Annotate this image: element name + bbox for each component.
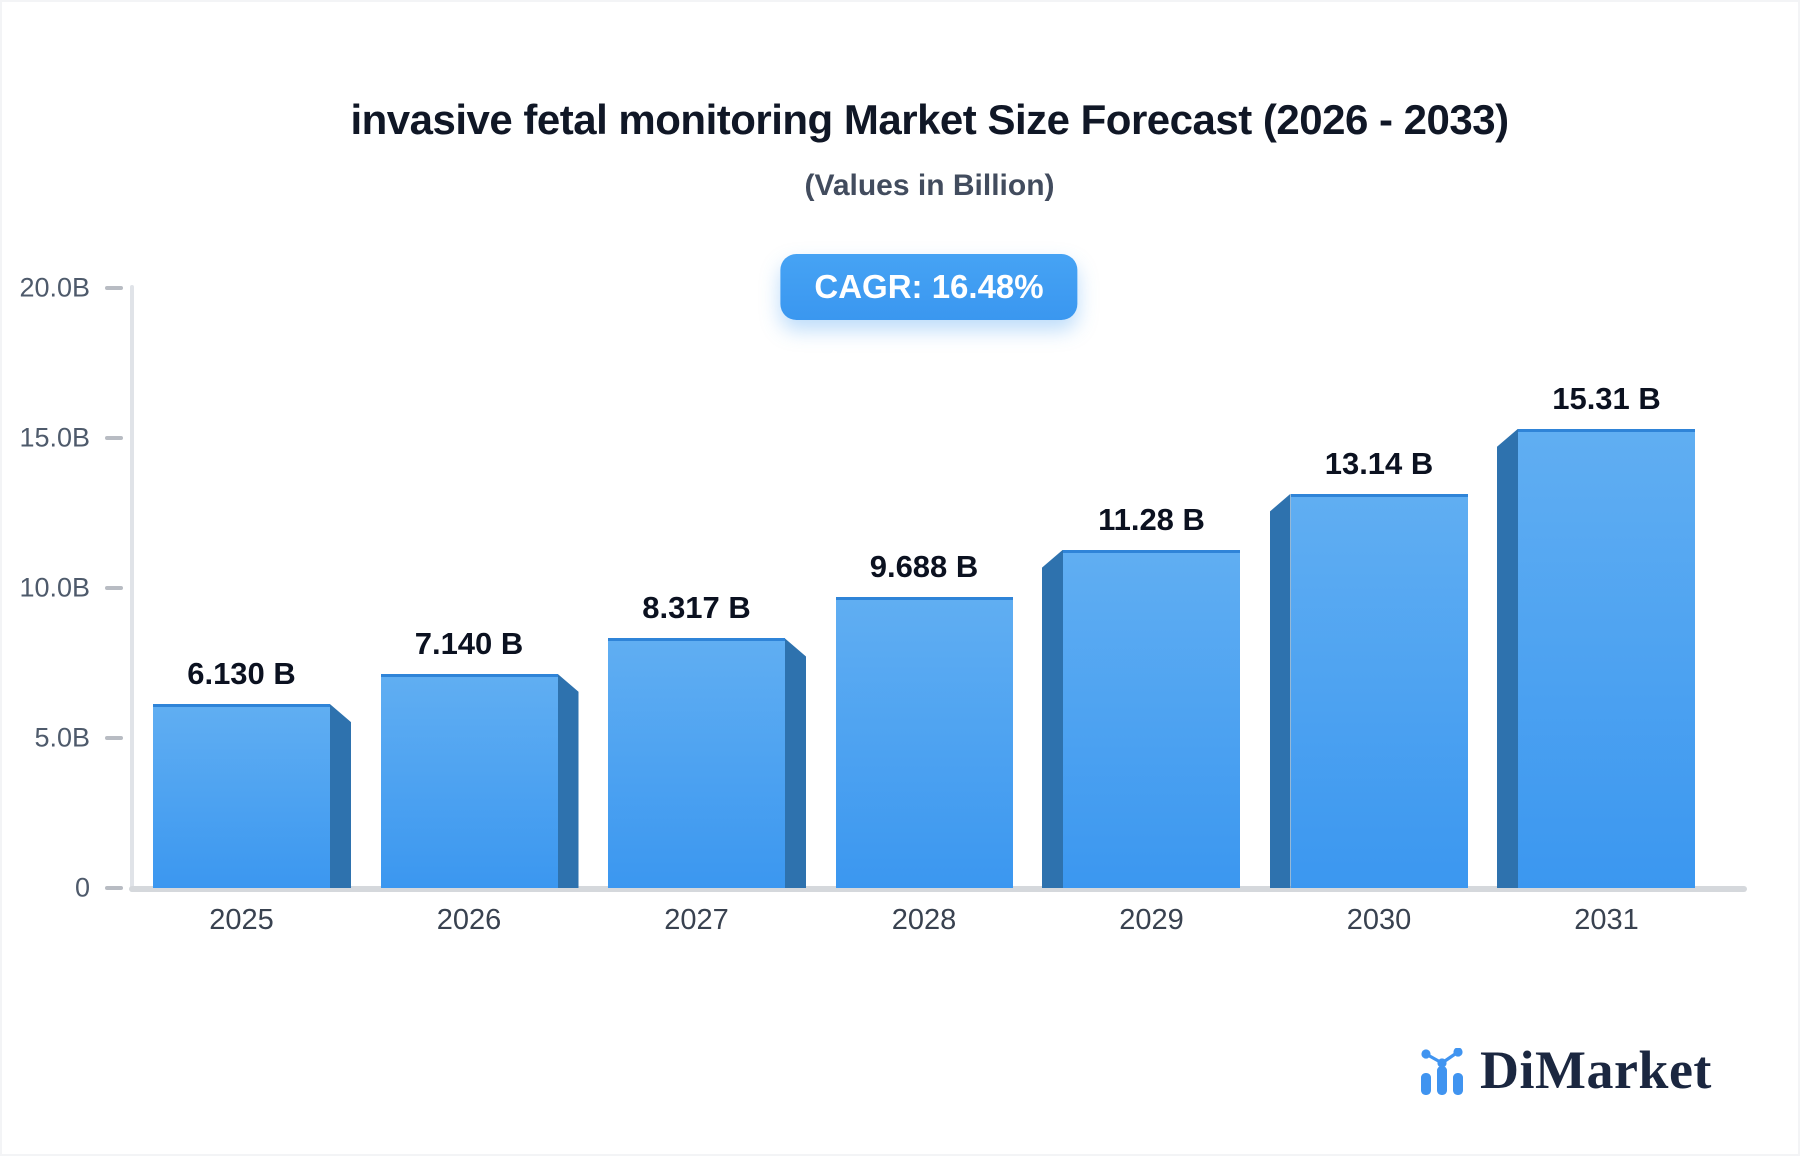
chart-subtitle: (Values in Billion): [804, 169, 1055, 202]
bar-3d-side: [1497, 428, 1518, 888]
y-tick-label: 10.0B: [19, 572, 90, 603]
y-tick-label: 0: [74, 872, 90, 903]
y-tick-mark: [105, 586, 123, 590]
cagr-badge: CAGR: 16.48%: [780, 254, 1078, 320]
x-tick-label: 2026: [436, 904, 502, 936]
bar-2030: [1290, 493, 1468, 888]
y-tick-label: 5.0B: [34, 722, 90, 753]
bar-2029: [1063, 549, 1240, 888]
bar-value-label: 9.688 B: [869, 549, 979, 585]
bar-value-label: 8.317 B: [642, 590, 751, 626]
y-tick-mark: [105, 286, 123, 290]
brand-name: DiMarket: [1480, 1040, 1712, 1100]
x-tick-label: 2027: [664, 904, 729, 936]
bar-2026: [380, 673, 558, 888]
bar-2028: [835, 597, 1013, 888]
chart-title: invasive fetal monitoring Market Size Fo…: [350, 96, 1509, 143]
bar-line-chart-icon: [1421, 1048, 1463, 1095]
y-tick-label: 15.0B: [19, 422, 90, 453]
x-tick-label: 2031: [1574, 904, 1639, 936]
x-tick-label: 2030: [1346, 904, 1412, 936]
bar-value-label: 6.130 B: [187, 656, 296, 692]
brand-logo: DiMarket: [1420, 1040, 1712, 1100]
y-tick-mark: [105, 436, 123, 440]
bar-value-label: 13.14 B: [1324, 445, 1434, 481]
y-tick-mark: [105, 886, 123, 890]
bar-2031: [1518, 428, 1695, 888]
x-tick-label: 2029: [1119, 904, 1184, 936]
bar-value-label: 7.140 B: [414, 625, 524, 661]
bar-3d-side: [557, 673, 579, 888]
bar-value-label: 15.31 B: [1552, 380, 1661, 416]
bar-3d-side: [1269, 493, 1291, 888]
x-tick-label: 2028: [891, 904, 957, 936]
bar-3d-side: [785, 638, 806, 888]
bar-3d-side: [1042, 549, 1063, 888]
bar-2025: [153, 704, 330, 888]
y-tick-label: 20.0B: [19, 272, 90, 303]
bar-value-label: 11.28 B: [1098, 501, 1205, 537]
y-tick-mark: [105, 736, 123, 740]
y-axis-line: [130, 285, 134, 892]
bar-3d-side: [330, 704, 351, 888]
bar-2027: [608, 638, 785, 888]
x-axis-line: [129, 886, 1747, 892]
x-tick-label: 2025: [209, 904, 274, 936]
